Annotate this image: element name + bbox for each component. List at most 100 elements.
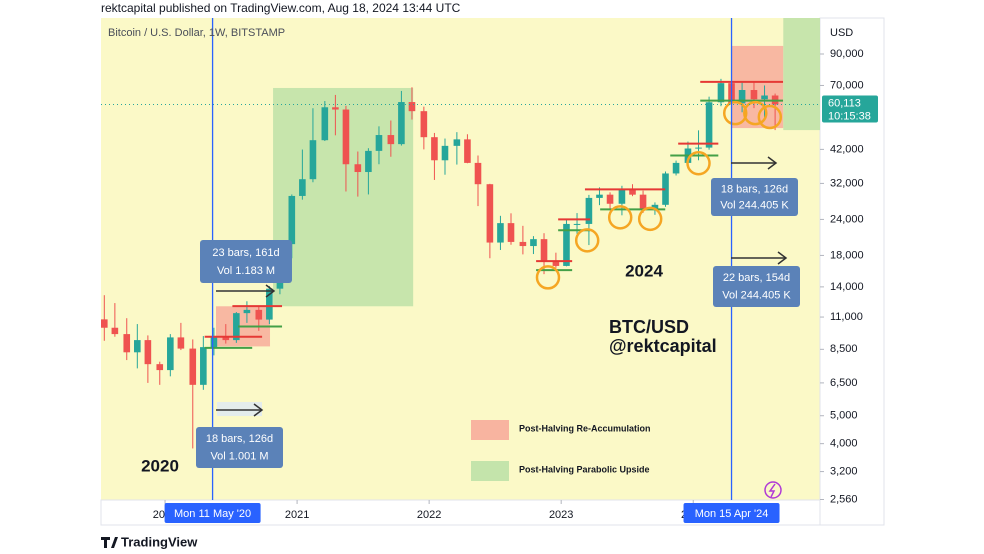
marker-label-box xyxy=(164,503,261,523)
annotation: 2020 xyxy=(141,456,179,475)
legend-swatch xyxy=(471,420,509,440)
measure-vol: Vol 1.183 M xyxy=(217,265,275,277)
footer-logo xyxy=(101,537,118,548)
x-tick-label: 2023 xyxy=(549,509,573,521)
measure-bars: 23 bars, 161d xyxy=(212,247,279,259)
candle-body xyxy=(431,137,438,161)
candle-body xyxy=(309,140,317,180)
marker-label: Mon 11 May '20 xyxy=(174,508,251,520)
candle-body xyxy=(585,197,593,224)
footer: TradingView xyxy=(121,534,198,549)
candle-body xyxy=(101,319,108,328)
candle-body xyxy=(618,189,626,204)
candle-body xyxy=(672,162,680,174)
measure-box xyxy=(200,240,292,283)
candle-body xyxy=(441,145,449,161)
annotation: 2024 xyxy=(625,261,663,280)
candle-body xyxy=(167,337,174,371)
candle-body xyxy=(639,194,647,210)
highlight-circle xyxy=(574,228,600,253)
highlight-circle xyxy=(722,100,748,126)
arrows xyxy=(216,156,788,417)
candle-body xyxy=(750,90,758,100)
last-price-label: 60,113 xyxy=(828,97,861,109)
candle-body xyxy=(606,194,614,204)
highlight-circle xyxy=(637,206,663,232)
marker-label-box xyxy=(683,503,780,523)
candle-body xyxy=(255,309,263,320)
measure-box xyxy=(196,427,283,468)
candle-body xyxy=(507,223,515,242)
candle-body xyxy=(375,135,383,151)
candle-body xyxy=(486,184,494,243)
highlight-circle xyxy=(607,205,633,230)
y-tick-label: 3,200 xyxy=(830,465,858,477)
countdown: 10:15:38 xyxy=(828,110,871,122)
candle-body xyxy=(332,107,339,110)
candle-body xyxy=(662,173,669,205)
marker-label: Mon 15 Apr '24 xyxy=(695,508,769,520)
measure-bars: 22 bars, 154d xyxy=(723,272,790,284)
candle-body xyxy=(552,261,560,266)
y-tick-label: 18,000 xyxy=(830,249,864,261)
measure-bars: 18 bars, 126d xyxy=(721,183,788,195)
candle-body xyxy=(387,135,395,145)
zone xyxy=(783,18,820,131)
candle-body xyxy=(596,194,603,198)
y-tick-label: 14,000 xyxy=(830,281,864,293)
legend-label: Post-Halving Parabolic Upside xyxy=(519,464,650,474)
x-tick-label: 2021 xyxy=(285,509,309,521)
candle-body xyxy=(299,179,306,196)
candle-body xyxy=(210,336,218,348)
candle-body xyxy=(144,340,152,365)
candle-body xyxy=(695,147,702,149)
icon xyxy=(764,481,782,499)
y-tick-label: 70,000 xyxy=(830,79,864,91)
chart-title: Bitcoin / U.S. Dollar, 1W, BITSTAMP xyxy=(108,27,285,39)
highlight-circle xyxy=(743,100,768,126)
candle-body xyxy=(519,241,527,247)
highlight-circle xyxy=(686,150,711,176)
highlight-circle xyxy=(535,265,561,290)
annotation: @rektcapital xyxy=(609,336,717,356)
candle-body xyxy=(156,364,164,371)
candle-body xyxy=(200,347,207,385)
candle-body xyxy=(222,336,230,341)
candle-body xyxy=(321,107,329,141)
candle-body xyxy=(177,337,185,349)
candle-body xyxy=(408,102,416,112)
currency: USD xyxy=(830,27,853,39)
candle-body xyxy=(134,340,141,353)
candle-body xyxy=(189,348,197,385)
measure-box xyxy=(711,178,798,216)
y-tick-label: 4,000 xyxy=(830,438,858,450)
candle-body xyxy=(123,334,131,353)
candle-body xyxy=(398,102,405,145)
last-price-box xyxy=(822,95,878,123)
x-tick-label: 2022 xyxy=(417,509,441,521)
candle-body xyxy=(530,239,537,247)
candle-body xyxy=(342,109,350,165)
icon xyxy=(768,483,776,498)
y-tick-label: 6,500 xyxy=(830,377,858,389)
candle-body xyxy=(563,223,570,266)
y-tick-label: 32,000 xyxy=(830,177,864,189)
y-tick-label: 24,000 xyxy=(830,213,864,225)
candle-body xyxy=(420,111,428,138)
y-tick-label: 90,000 xyxy=(830,48,864,60)
candle-body xyxy=(761,95,768,100)
measure-box xyxy=(713,266,800,307)
candle-body xyxy=(233,313,240,341)
legend-label: Post-Halving Re-Accumulation xyxy=(519,423,651,433)
candle-body xyxy=(540,239,548,262)
candle-body xyxy=(365,150,372,173)
y-tick-label: 8,500 xyxy=(830,343,858,355)
measure-vol: Vol 244.405 K xyxy=(722,289,791,301)
header: rektcapital published on TradingView.com… xyxy=(101,1,461,15)
candle-body xyxy=(629,189,636,195)
measure-vol: Vol 1.001 M xyxy=(210,450,268,462)
y-tick-label: 2,560 xyxy=(830,493,858,505)
measure-bars: 18 bars, 126d xyxy=(206,433,273,445)
candle-body xyxy=(243,309,251,314)
